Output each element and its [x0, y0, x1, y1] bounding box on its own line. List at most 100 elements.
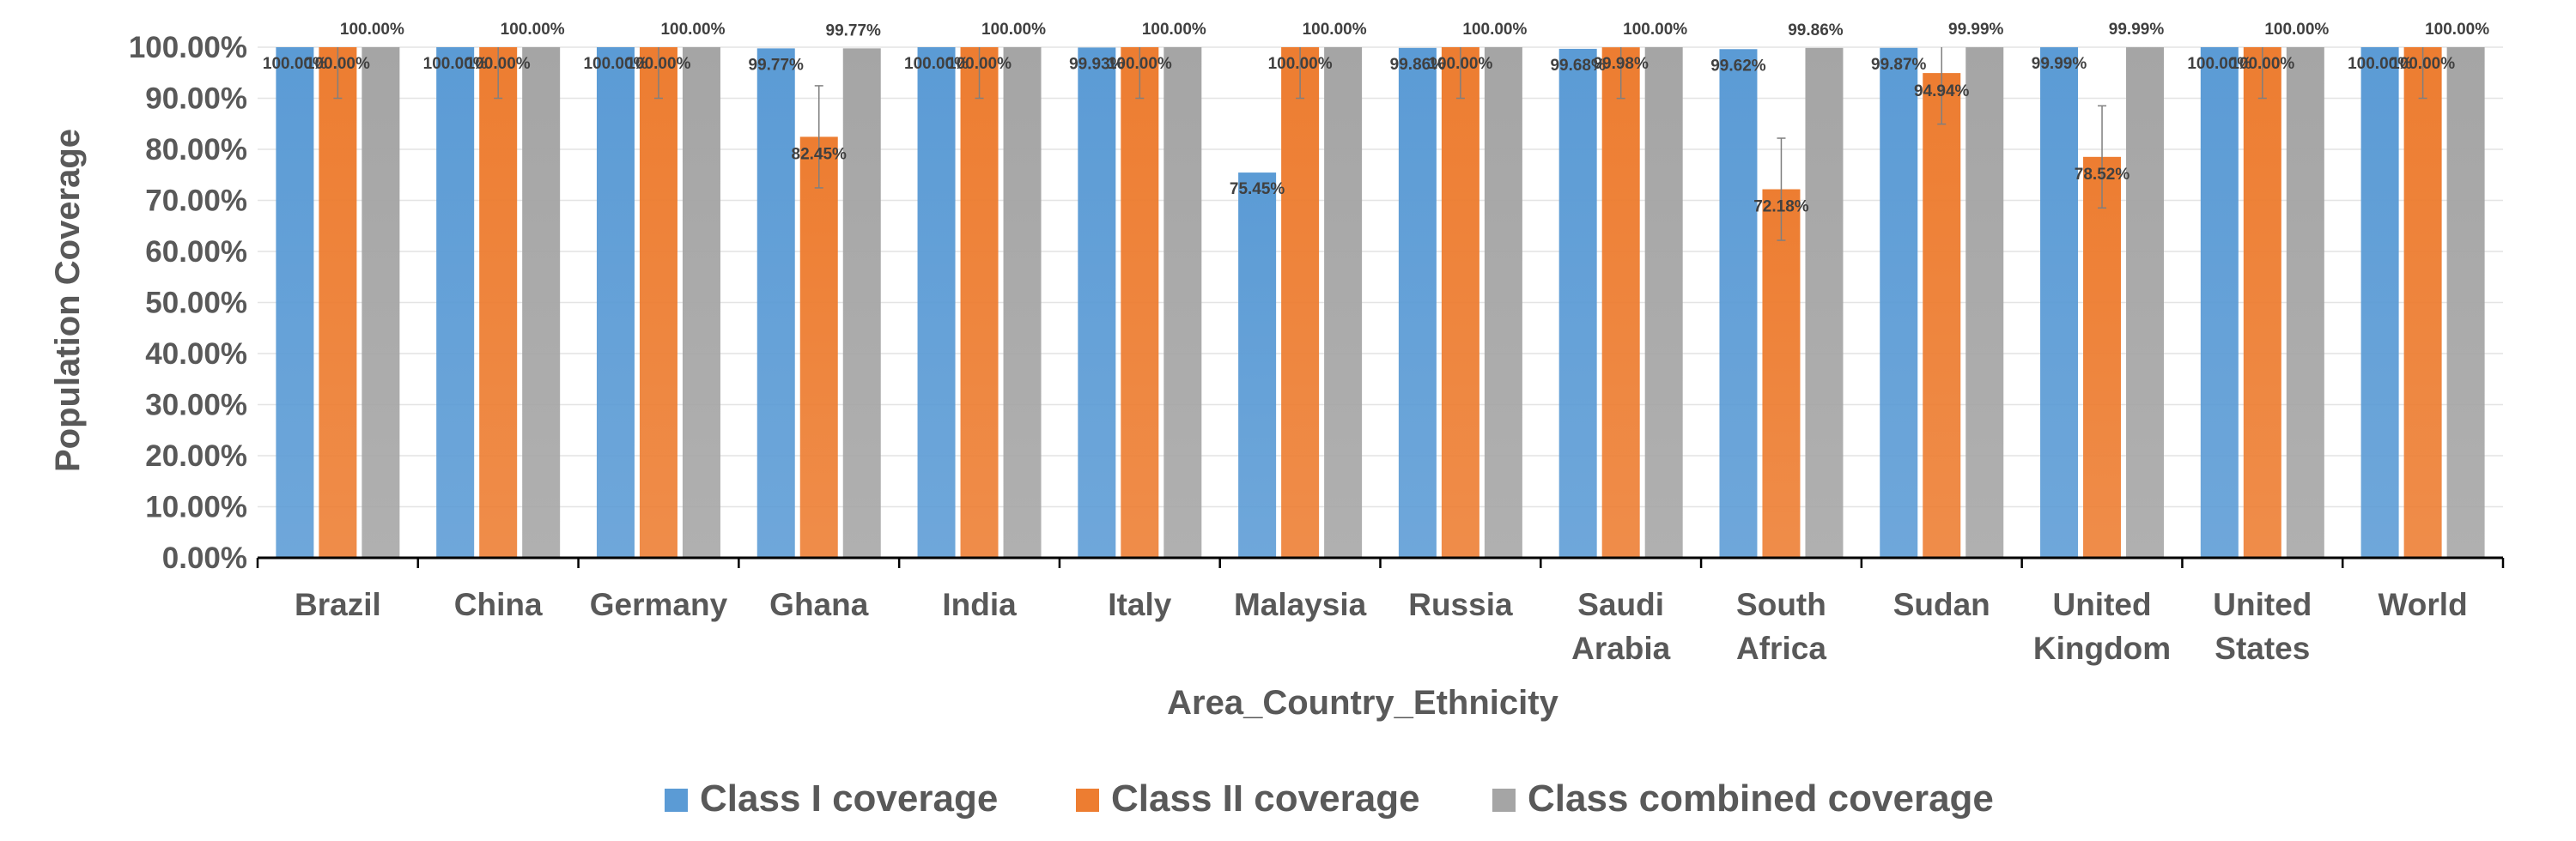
data-label: 99.77% [826, 21, 882, 39]
bar-malaysia-series-2 [1281, 47, 1320, 558]
bar-world-series-2 [2403, 47, 2442, 558]
data-label: 78.52% [2075, 166, 2130, 184]
bar-south-africa-series-3 [1805, 47, 1844, 558]
x-tick-label: South Africa [1736, 587, 1826, 666]
data-label: 100.00% [501, 21, 565, 39]
bar-sudan-series-3 [1965, 47, 2004, 558]
data-label: 100.00% [263, 55, 327, 73]
data-label: 99.98% [1593, 55, 1649, 73]
data-label: 100.00% [423, 55, 488, 73]
data-label: 94.94% [1914, 82, 1970, 100]
data-label: 100.00% [2391, 55, 2455, 73]
y-tick-label: 70.00% [145, 185, 247, 218]
data-label: 100.00% [2230, 55, 2294, 73]
bar-russia-series-3 [1484, 47, 1522, 558]
y-tick-label: 50.00% [145, 287, 247, 320]
data-label: 72.18% [1753, 198, 1809, 216]
legend: Class I coverage Class II coverage Class c… [665, 777, 1994, 820]
y-tick-label: 80.00% [145, 133, 247, 166]
data-label: 100.00% [1142, 21, 1206, 39]
x-axis-title: Area_Country_Ethnicity [1167, 684, 1558, 722]
data-label: 100.00% [2425, 21, 2489, 39]
data-labels: 100.00%100.00%100.00%100.00%100.00%100.0… [263, 21, 2489, 216]
bar-world-series-3 [2446, 47, 2485, 558]
x-tick-label: Brazil [295, 587, 381, 622]
bar-germany-series-3 [682, 47, 720, 558]
bar-china-series-2 [479, 47, 518, 558]
data-label: 100.00% [904, 55, 969, 73]
bar-italy-series-2 [1121, 47, 1159, 558]
error-bars [333, 47, 2427, 241]
bar-germany-series-2 [639, 47, 677, 558]
y-tick-label: 10.00% [145, 491, 247, 524]
data-label: 82.45% [792, 145, 848, 163]
data-label: 99.93% [1069, 55, 1125, 73]
bar-saudi-arabia-series-3 [1644, 47, 1683, 558]
data-label: 100.00% [981, 21, 1046, 39]
legend-swatch [1076, 789, 1099, 812]
y-axis-title: Population Coverage [49, 129, 87, 472]
data-label: 100.00% [2264, 21, 2329, 39]
data-label: 100.00% [583, 55, 647, 73]
data-label: 100.00% [626, 55, 690, 73]
x-tick-label: Germany [590, 587, 728, 622]
legend-label: Class II coverage [1111, 777, 1420, 820]
data-label: 99.86% [1390, 56, 1446, 74]
y-tick-label: 30.00% [145, 389, 247, 422]
data-label: 99.68% [1550, 57, 1606, 75]
data-label: 99.87% [1871, 56, 1927, 74]
bar-united-kingdom-series-3 [2126, 47, 2165, 558]
data-label: 99.99% [1948, 21, 2004, 39]
data-label: 75.45% [1230, 180, 1285, 198]
bar-italy-series-1 [1078, 47, 1116, 558]
bar-russia-series-1 [1398, 47, 1437, 558]
data-label: 100.00% [1623, 21, 1687, 39]
data-label: 99.99% [2109, 21, 2165, 39]
data-label: 100.00% [1108, 55, 1172, 73]
bar-malaysia-series-1 [1238, 172, 1277, 558]
bar-ghana-series-1 [756, 48, 795, 558]
data-label: 100.00% [660, 21, 725, 39]
data-label: 100.00% [1462, 21, 1527, 39]
bar-india-series-3 [1003, 47, 1042, 558]
bar-united-states-series-2 [2243, 47, 2281, 558]
x-tick-label: United Kingdom [2033, 587, 2171, 666]
data-label: 99.62% [1710, 57, 1766, 75]
legend-label: Class I coverage [700, 777, 998, 820]
x-tick-label: Russia [1408, 587, 1513, 622]
x-tick-label: India [942, 587, 1017, 622]
bar-india-series-2 [960, 47, 999, 558]
bar-united-kingdom-series-2 [2083, 156, 2122, 558]
bar-sudan-series-2 [1923, 73, 1961, 559]
y-tick-label: 0.00% [162, 542, 247, 575]
bar-germany-series-1 [596, 47, 635, 558]
data-label: 100.00% [1303, 21, 1367, 39]
bars [276, 47, 2485, 559]
y-axis-ticks: 0.00% 10.00% 20.00% 30.00% 40.00% 50.00% 60.00… [129, 31, 247, 575]
bar-south-africa-series-2 [1762, 189, 1801, 559]
data-label: 100.00% [340, 21, 404, 39]
bar-brazil-series-2 [319, 47, 357, 558]
y-tick-label: 20.00% [145, 439, 247, 473]
bar-malaysia-series-3 [1324, 47, 1363, 558]
bar-china-series-1 [436, 47, 475, 558]
y-tick-label: 60.00% [145, 235, 247, 269]
bar-ghana-series-2 [799, 136, 838, 559]
bar-united-states-series-3 [2286, 47, 2324, 558]
data-label: 99.99% [2032, 55, 2087, 73]
x-tick-label: World [2379, 587, 2468, 622]
bar-india-series-1 [917, 47, 956, 558]
bar-brazil-series-3 [361, 47, 400, 558]
data-label: 99.77% [749, 56, 805, 74]
bar-china-series-3 [522, 47, 561, 558]
data-label: 100.00% [466, 55, 531, 73]
x-axis-ticks: Brazil China Germany Ghana India Italy Malaysi… [295, 587, 2468, 666]
bar-united-states-series-1 [2200, 47, 2239, 558]
y-tick-label: 100.00% [129, 31, 247, 64]
y-tick-label: 40.00% [145, 337, 247, 371]
data-label: 100.00% [947, 55, 1012, 73]
bar-ghana-series-3 [842, 48, 881, 558]
bar-sudan-series-1 [1880, 47, 1918, 558]
x-tick-label: Saudi Arabia [1571, 587, 1671, 666]
